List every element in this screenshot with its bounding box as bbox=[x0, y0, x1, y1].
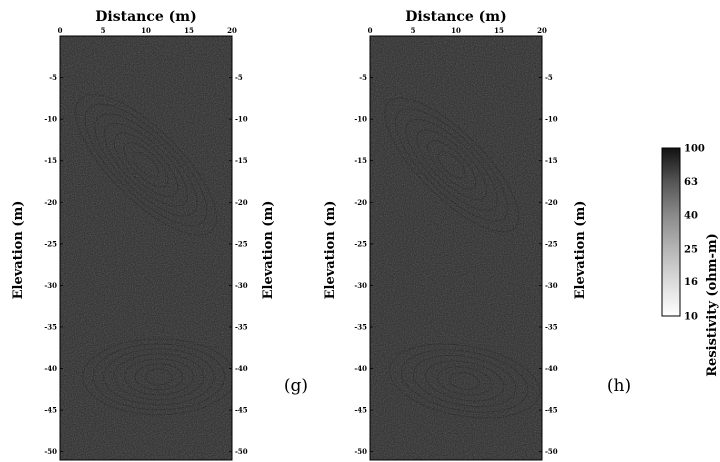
y-tick-label-left: -10 bbox=[44, 115, 57, 124]
colorbar-tick-labels: 100 63 40 25 16 10 bbox=[684, 144, 705, 323]
colorbar-gradient bbox=[661, 147, 681, 317]
y-axis-title-right: Elevation (m) bbox=[261, 201, 276, 300]
y-tick-label-right: -45 bbox=[545, 406, 558, 415]
y-tick-label-right: -15 bbox=[545, 156, 558, 165]
y-tick-label-left: -40 bbox=[354, 364, 367, 373]
y-tick-label-right: -10 bbox=[545, 115, 558, 124]
colorbar-tick-label: 25 bbox=[684, 245, 698, 256]
panel-h: Distance (m) Elevation (m) Elevation (m)… bbox=[323, 9, 631, 461]
colorbar-tick-label: 40 bbox=[684, 210, 698, 221]
heatmap-area bbox=[60, 36, 232, 460]
panel-label: (g) bbox=[284, 376, 308, 396]
texture-overlay bbox=[370, 36, 542, 460]
heatmap-area bbox=[370, 36, 542, 460]
y-tick-label-left: -35 bbox=[44, 322, 57, 331]
y-tick-label-right: -20 bbox=[545, 198, 558, 207]
y-tick-label-right: -5 bbox=[235, 73, 243, 82]
y-tick-label-right: -35 bbox=[235, 322, 248, 331]
x-axis-title: Distance (m) bbox=[95, 9, 196, 25]
y-tick-label-right: -30 bbox=[235, 281, 248, 290]
y-tick-label-right: -50 bbox=[235, 447, 248, 456]
y-tick-label-right: -30 bbox=[545, 281, 558, 290]
x-tick-label: 5 bbox=[101, 26, 106, 35]
y-tick-label-left: -15 bbox=[354, 156, 367, 165]
x-tick-label: 15 bbox=[494, 26, 504, 35]
colorbar-title: Resistivity (ohm-m) bbox=[705, 233, 720, 377]
x-tick-label: 10 bbox=[141, 26, 151, 35]
y-tick-label-left: -15 bbox=[44, 156, 57, 165]
x-tick-label: 0 bbox=[368, 26, 373, 35]
y-tick-label-left: -30 bbox=[354, 281, 367, 290]
y-tick-label-left: -5 bbox=[359, 73, 367, 82]
y-tick-label-right: -15 bbox=[235, 156, 248, 165]
x-tick-label: 10 bbox=[451, 26, 461, 35]
colorbar: 100 63 40 25 16 10 Resistivity (ohm-m) bbox=[661, 144, 720, 377]
y-tick-label-right: -50 bbox=[545, 447, 558, 456]
y-tick-label-left: -5 bbox=[49, 73, 57, 82]
colorbar-tick-label: 16 bbox=[684, 277, 698, 288]
x-tick-label: 20 bbox=[537, 26, 547, 35]
x-tick-label: 5 bbox=[411, 26, 416, 35]
y-tick-label-right: -40 bbox=[235, 364, 248, 373]
colorbar-tick-label: 10 bbox=[684, 312, 698, 323]
tick-labels: 0 5 10 15 20 -5 -5 -10 -10 -15 -15 -20 -20 -25 -25 -30 -… bbox=[354, 26, 557, 456]
x-tick-label: 15 bbox=[184, 26, 194, 35]
y-tick-label-left: -30 bbox=[44, 281, 57, 290]
y-tick-label-right: -20 bbox=[235, 198, 248, 207]
y-tick-label-left: -25 bbox=[44, 239, 57, 248]
panel-label: (h) bbox=[607, 376, 631, 396]
y-tick-label-right: -25 bbox=[235, 239, 248, 248]
plot-frame bbox=[369, 35, 543, 461]
y-tick-label-left: -35 bbox=[354, 322, 367, 331]
y-tick-label-left: -20 bbox=[354, 198, 367, 207]
plot-frame bbox=[59, 35, 233, 461]
colorbar-tick-label: 100 bbox=[684, 144, 705, 155]
y-tick-label-left: -40 bbox=[44, 364, 57, 373]
y-tick-label-right: -35 bbox=[545, 322, 558, 331]
panel-g: Distance (m) Elevation (m) Elevation (m)… bbox=[11, 9, 308, 461]
y-tick-label-left: -50 bbox=[354, 447, 367, 456]
y-axis-title-left: Elevation (m) bbox=[323, 201, 338, 300]
x-tick-label: 20 bbox=[227, 26, 237, 35]
y-tick-label-right: -5 bbox=[545, 73, 553, 82]
tick-labels: 0 5 10 15 20 -5 -5 -10 -10 -15 -15 -20 -20 -25 -25 -30 -… bbox=[44, 26, 247, 456]
y-tick-label-right: -40 bbox=[545, 364, 558, 373]
x-tick-label: 0 bbox=[58, 26, 63, 35]
y-axis-title-right: Elevation (m) bbox=[573, 201, 588, 300]
colorbar-tick-label: 63 bbox=[684, 177, 698, 188]
y-tick-label-right: -10 bbox=[235, 115, 248, 124]
y-tick-label-left: -25 bbox=[354, 239, 367, 248]
texture-overlay bbox=[60, 36, 232, 460]
y-tick-label-right: -25 bbox=[545, 239, 558, 248]
y-tick-label-right: -45 bbox=[235, 406, 248, 415]
y-tick-label-left: -20 bbox=[44, 198, 57, 207]
y-tick-label-left: -10 bbox=[354, 115, 367, 124]
x-axis-title: Distance (m) bbox=[405, 9, 506, 25]
y-axis-title-left: Elevation (m) bbox=[11, 201, 26, 300]
y-tick-label-left: -45 bbox=[354, 406, 367, 415]
y-tick-label-left: -50 bbox=[44, 447, 57, 456]
y-tick-label-left: -45 bbox=[44, 406, 57, 415]
